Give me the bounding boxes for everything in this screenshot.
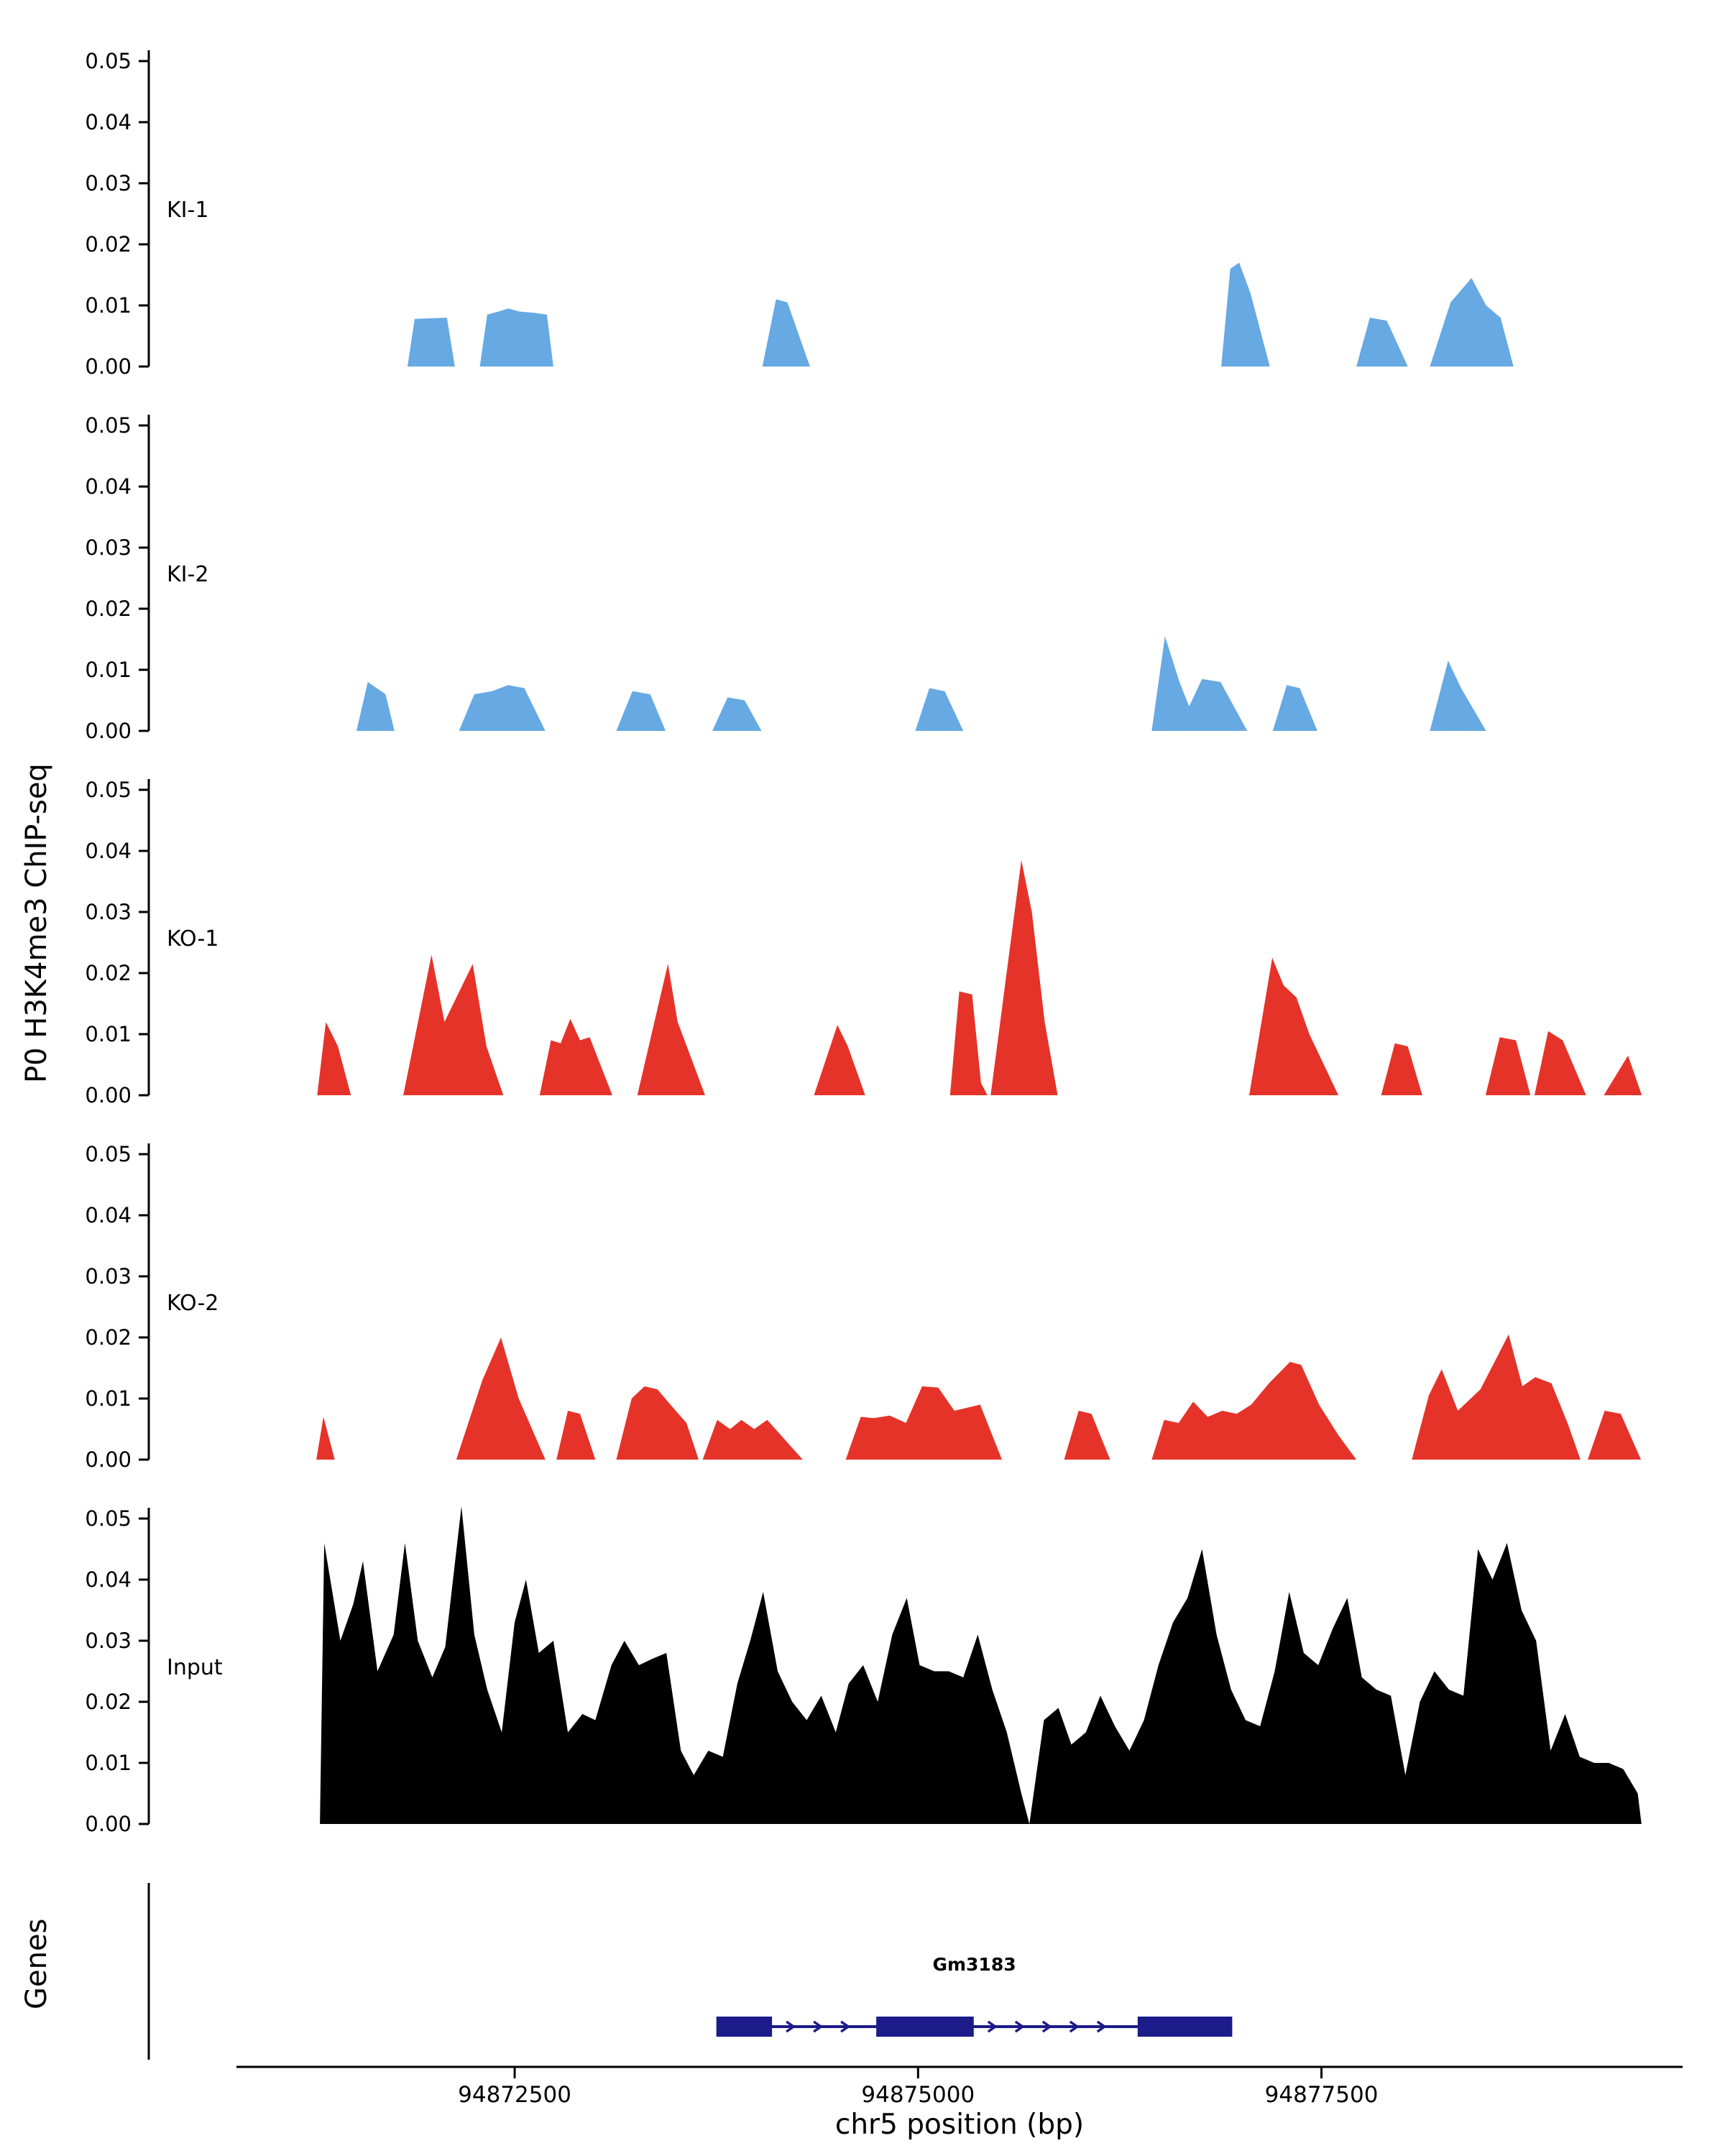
y-tick-label: 0.05: [85, 1142, 132, 1166]
gene-strand-arrow-icon: [1069, 2020, 1080, 2033]
y-tick-label: 0.05: [85, 49, 132, 73]
y-tick-label: 0.03: [85, 1264, 132, 1289]
track-label-ko-1: KO-1: [167, 926, 218, 952]
y-tick-label: 0.00: [85, 354, 132, 379]
gene-label: Gm3183: [932, 1954, 1016, 1975]
track-area-ko-1: [317, 860, 1642, 1095]
y-tick-label: 0.05: [85, 1506, 132, 1531]
y-tick-label: 0.03: [85, 171, 132, 195]
y-tick-label: 0.04: [85, 1203, 132, 1227]
track-area-input: [320, 1506, 1642, 1824]
y-tick-label: 0.00: [85, 1447, 132, 1472]
y-tick-label: 0.00: [85, 1812, 132, 1836]
y-tick-label: 0.05: [85, 413, 132, 438]
x-axis-title: chr5 position (bp): [834, 2109, 1085, 2141]
y-tick-label: 0.00: [85, 1083, 132, 1107]
track-label-input: Input: [167, 1655, 223, 1680]
y-tick-label: 0.04: [85, 1567, 132, 1592]
gene-exon: [1137, 2017, 1233, 2037]
x-tick-label: 94872500: [458, 2082, 571, 2108]
gene-strand-arrow-icon: [1014, 2020, 1025, 2033]
gene-exon: [876, 2017, 974, 2037]
gene-strand-arrow-icon: [1041, 2020, 1052, 2033]
y-tick-label: 0.04: [85, 474, 132, 499]
gene-exon: [716, 2017, 773, 2037]
y-tick-label: 0.02: [85, 596, 132, 621]
x-tick-label: 94877500: [1265, 2082, 1379, 2108]
y-tick-label: 0.03: [85, 535, 132, 560]
y-tick-label: 0.02: [85, 232, 132, 257]
gene-strand-arrow-icon: [840, 2020, 851, 2033]
gene-strand-arrow-icon: [987, 2020, 998, 2033]
y-tick-label: 0.01: [85, 658, 132, 682]
gene-strand-arrow-icon: [813, 2020, 824, 2033]
track-area-ki-2: [356, 636, 1486, 731]
y-tick-label: 0.00: [85, 719, 132, 743]
y-tick-label: 0.01: [85, 1386, 132, 1411]
y-tick-label: 0.03: [85, 900, 132, 924]
y-tick-label: 0.02: [85, 961, 132, 985]
track-label-ki-1: KI-1: [167, 198, 208, 223]
track-label-ko-2: KO-2: [167, 1291, 218, 1316]
track-area-ko-2: [316, 1334, 1642, 1460]
y-tick-label: 0.04: [85, 110, 132, 134]
y-tick-label: 0.02: [85, 1690, 132, 1714]
y-tick-label: 0.01: [85, 293, 132, 318]
y-tick-label: 0.01: [85, 1751, 132, 1775]
gene-strand-arrow-icon: [786, 2020, 796, 2033]
x-tick-label: 94875000: [861, 2082, 975, 2108]
track-label-ki-2: KI-2: [167, 562, 208, 587]
track-area-ki-1: [408, 262, 1514, 367]
y-tick-label: 0.05: [85, 778, 132, 802]
y-tick-label: 0.04: [85, 839, 132, 863]
y-tick-label: 0.03: [85, 1628, 132, 1653]
y-tick-label: 0.02: [85, 1325, 132, 1350]
y-tick-label: 0.01: [85, 1022, 132, 1046]
gene-strand-arrow-icon: [1096, 2020, 1107, 2033]
